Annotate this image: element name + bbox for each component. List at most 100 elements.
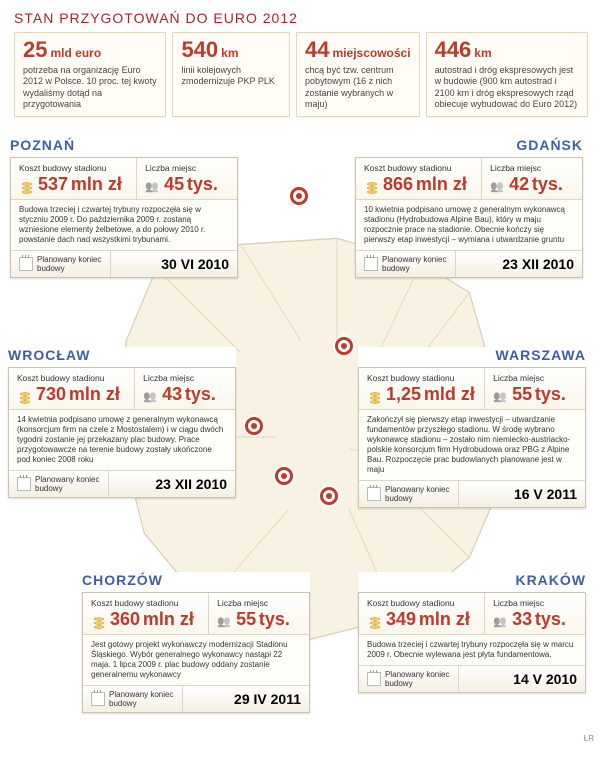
stat-box-2: 44 miejscowości chcą być tzw. centrum pob… [296, 32, 420, 117]
stat-desc: chcą być tzw. centrum pobytowym (16 z ni… [305, 65, 411, 110]
stat-unit: km [221, 46, 238, 60]
stat-desc: potrzeba na organizację Euro 2012 w Pols… [23, 65, 157, 110]
city-name: WROCŁAW [8, 347, 236, 363]
stat-unit: km [474, 46, 491, 60]
cost-value: 730 [36, 384, 66, 404]
cost-label: Koszt budowy stadionu [19, 163, 128, 173]
people-icon [143, 390, 159, 404]
seats-unit: tys. [532, 174, 563, 194]
cost-label: Koszt budowy stadionu [17, 373, 126, 383]
coins-icon [17, 390, 33, 404]
map-area: POZNAŃ Koszt budowy stadionu 537 mln zł … [0, 127, 602, 747]
coins-icon [364, 180, 380, 194]
seats-label: Liczba miejsc [217, 598, 301, 608]
done-label: Planowany koniec budowy [109, 690, 174, 708]
city-card-krakow: KRAKÓW Koszt budowy stadionu 349 mln zł … [358, 572, 586, 693]
stat-desc: linii kolejowych zmodernizuje PKP PLK [181, 65, 281, 88]
stat-box-3: 446km autostrad i dróg ekspresowych jest… [426, 32, 588, 117]
seats-label: Liczba miejsc [490, 163, 574, 173]
done-date: 23 XII 2010 [456, 252, 582, 276]
city-card-warszawa: WARSZAWA Koszt budowy stadionu 1,25 mld … [358, 347, 586, 508]
done-label: Planowany koniec budowy [37, 255, 102, 273]
seats-label: Liczba miejsc [143, 373, 227, 383]
stat-unit: mld euro [50, 46, 101, 60]
people-icon [493, 615, 509, 629]
seats-label: Liczba miejsc [493, 373, 577, 383]
people-icon [490, 180, 506, 194]
done-date: 14 V 2010 [459, 667, 585, 691]
coins-icon [19, 180, 35, 194]
cost-value: 1,25 [386, 384, 421, 404]
calendar-icon [364, 257, 378, 271]
city-desc: Budowa trzeciej i czwartej trybuny rozpo… [359, 635, 585, 666]
seats-unit: tys. [535, 384, 566, 404]
seats-value: 33 [512, 609, 532, 629]
people-icon [493, 390, 509, 404]
cost-unit: mln zł [416, 174, 467, 194]
cost-value: 537 [38, 174, 68, 194]
stat-unit: miejscowości [333, 46, 411, 60]
calendar-icon [17, 477, 31, 491]
city-desc: 10 kwietnia podpisano umowę z generalnym… [356, 200, 582, 251]
seats-value: 42 [509, 174, 529, 194]
credit: ŁR [584, 734, 594, 743]
map-marker-krakow [320, 487, 338, 505]
city-desc: Budowa trzeciej i czwartej trybuny rozpo… [11, 200, 237, 251]
seats-label: Liczba miejsc [493, 598, 577, 608]
city-card-chorzow: CHORZÓW Koszt budowy stadionu 360 mln zł… [82, 572, 310, 713]
people-icon [217, 615, 233, 629]
city-name: POZNAŃ [10, 137, 238, 153]
map-marker-wroclaw [245, 417, 263, 435]
seats-unit: tys. [535, 609, 566, 629]
city-name: KRAKÓW [358, 572, 586, 588]
done-date: 16 V 2011 [459, 482, 585, 506]
done-label: Planowany koniec budowy [385, 485, 450, 503]
city-desc: Jest gotowy projekt wykonawczy moderniza… [83, 635, 309, 686]
seats-value: 43 [162, 384, 182, 404]
stat-box-0: 25mld euro potrzeba na organizację Euro … [14, 32, 166, 117]
seats-value: 45 [164, 174, 184, 194]
seats-value: 55 [236, 609, 256, 629]
city-name: WARSZAWA [358, 347, 586, 363]
city-name: GDAŃSK [355, 137, 583, 153]
city-desc: 14 kwietnia podpisano umowę z generalnym… [9, 410, 235, 471]
stat-desc: autostrad i dróg ekspresowych jest w bud… [435, 65, 579, 110]
city-card-poznan: POZNAŃ Koszt budowy stadionu 537 mln zł … [10, 137, 238, 278]
city-card-wroclaw: WROCŁAW Koszt budowy stadionu 730 mln zł… [8, 347, 236, 498]
seats-label: Liczba miejsc [145, 163, 229, 173]
city-card-gdansk: GDAŃSK Koszt budowy stadionu 866 mln zł … [355, 137, 583, 278]
cost-label: Koszt budowy stadionu [364, 163, 473, 173]
done-label: Planowany koniec budowy [35, 475, 100, 493]
done-date: 30 VI 2010 [111, 252, 237, 276]
done-label: Planowany koniec budowy [385, 670, 450, 688]
cost-unit: mln zł [71, 174, 122, 194]
seats-unit: tys. [187, 174, 218, 194]
stat-value: 540 [181, 37, 218, 62]
calendar-icon [91, 692, 105, 706]
coins-icon [91, 615, 107, 629]
seats-unit: tys. [185, 384, 216, 404]
stat-value: 44 [305, 37, 329, 62]
cost-label: Koszt budowy stadionu [367, 373, 476, 383]
city-name: CHORZÓW [82, 572, 310, 588]
done-date: 23 XII 2010 [109, 472, 235, 496]
coins-icon [367, 615, 383, 629]
cost-value: 349 [386, 609, 416, 629]
calendar-icon [367, 487, 381, 501]
cost-value: 866 [383, 174, 413, 194]
seats-unit: tys. [259, 609, 290, 629]
done-date: 29 IV 2011 [183, 687, 309, 711]
seats-value: 55 [512, 384, 532, 404]
cost-unit: mln zł [419, 609, 470, 629]
cost-label: Koszt budowy stadionu [367, 598, 476, 608]
stat-value: 446 [435, 37, 472, 62]
people-icon [145, 180, 161, 194]
city-desc: Zakończył się pierwszy etap inwestycji –… [359, 410, 585, 481]
map-marker-warszawa [335, 337, 353, 355]
cost-unit: mln zł [143, 609, 194, 629]
cost-label: Koszt budowy stadionu [91, 598, 200, 608]
calendar-icon [367, 672, 381, 686]
map-marker-chorzow [275, 467, 293, 485]
map-marker-gdansk [290, 187, 308, 205]
calendar-icon [19, 257, 33, 271]
